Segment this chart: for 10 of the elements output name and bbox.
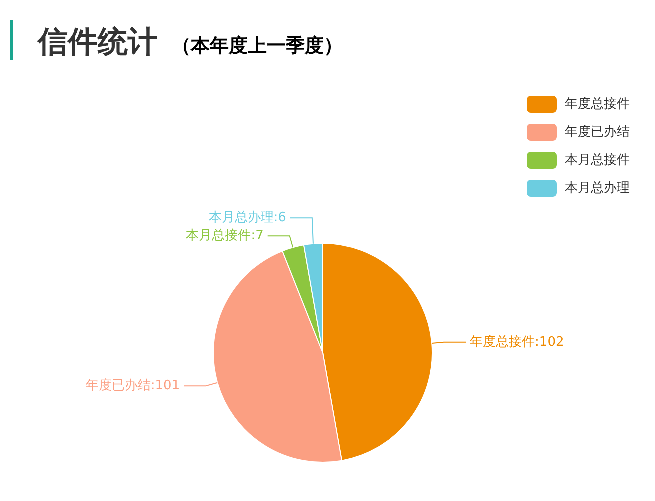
legend-label: 本月总办理 bbox=[565, 180, 630, 197]
legend-label: 年度总接件 bbox=[565, 96, 630, 113]
data-label: 本月总接件:7 bbox=[186, 228, 264, 244]
data-label: 年度已办结:101 bbox=[86, 378, 180, 394]
data-label: 本月总办理:6 bbox=[208, 210, 286, 226]
legend-label: 年度已办结 bbox=[565, 124, 630, 141]
chart-title: 信件统计 bbox=[38, 24, 158, 62]
data-label: 年度总接件:102 bbox=[470, 334, 564, 350]
legend-label: 本月总接件 bbox=[565, 152, 630, 169]
chart-subtitle: （本年度上一季度） bbox=[172, 34, 343, 59]
